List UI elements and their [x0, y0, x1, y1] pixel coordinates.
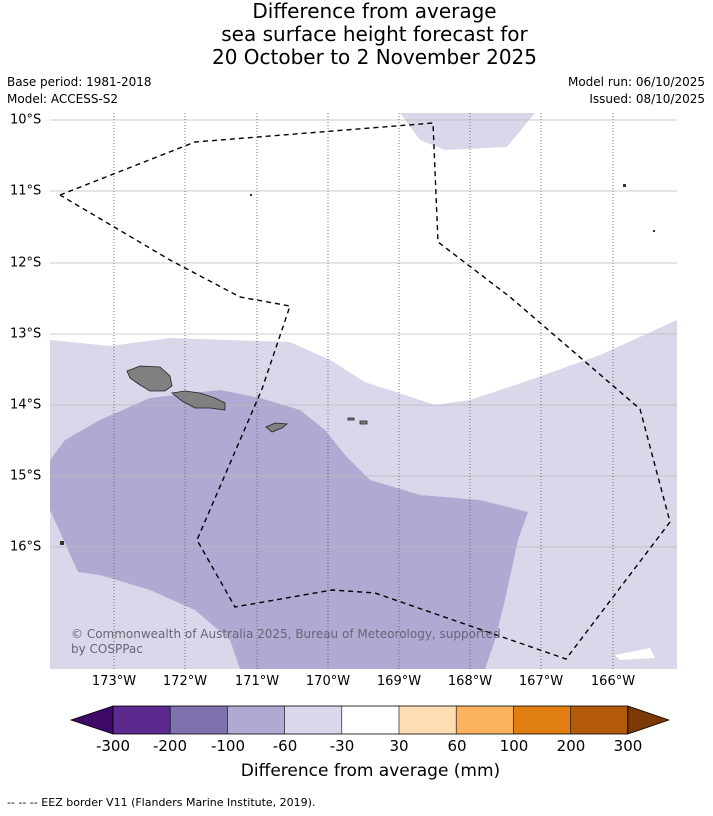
map-area: [50, 113, 677, 669]
colorbar-segment: [170, 706, 228, 734]
colorbar-segment: [284, 706, 342, 734]
lat-label-14s: 14°S: [10, 397, 42, 413]
manua-islands: [347, 417, 368, 425]
colorbar-tick-label: 30: [389, 737, 409, 755]
colorbar-segment: [456, 706, 514, 734]
title-line-3: 20 October to 2 November 2025: [211, 45, 538, 69]
model-name: Model: ACCESS-S2: [7, 92, 119, 106]
colorbar-segment: [399, 706, 457, 734]
lon-label-171w: 171°W: [234, 674, 280, 689]
lon-label-173w: 173°W: [91, 674, 137, 689]
lat-label-15s: 15°S: [10, 468, 42, 484]
meta-left: Base period: 1981-2018 Model: ACCESS-S2: [7, 74, 152, 108]
colorbar-segment: [113, 706, 171, 734]
chart-title: Difference from average sea surface heig…: [0, 0, 713, 69]
model-run: Model run: 06/10/2025: [567, 75, 705, 89]
lon-label-168w: 168°W: [447, 674, 493, 689]
tutuila-island: [265, 422, 289, 433]
lon-label-167w: 167°W: [518, 674, 564, 689]
colorbar-extend-low: [69, 705, 114, 735]
title-line-2: sea surface height forecast for: [221, 22, 528, 46]
colorbar-tick-label: 300: [613, 737, 643, 755]
anomaly-band-light-north: [400, 113, 535, 150]
lat-label-11s: 11°S: [10, 183, 42, 199]
colorbar-segment: [513, 706, 571, 734]
small-islet-east: [623, 184, 626, 187]
copyright-text: © Commonwealth of Australia 2025, Bureau…: [71, 627, 501, 656]
issued-date: Issued: 08/10/2025: [589, 92, 705, 106]
title-line-1: Difference from average: [252, 0, 497, 23]
lon-label-172w: 172°W: [162, 674, 208, 689]
lat-label-12s: 12°S: [10, 255, 42, 271]
base-period: Base period: 1981-2018: [7, 75, 152, 89]
colorbar-segment: [227, 706, 285, 734]
colorbar-tick-label: -30: [329, 737, 355, 755]
colorbar: [69, 705, 671, 735]
colorbar-tick-label: -60: [272, 737, 298, 755]
small-islet-west: [60, 541, 64, 545]
lat-label-16s: 16°S: [10, 539, 42, 555]
anomaly-band-medium: [50, 390, 528, 669]
latitude-gridlines: [50, 119, 677, 548]
colorbar-tick-label: 200: [556, 737, 586, 755]
small-islet: [250, 194, 252, 196]
lon-label-169w: 169°W: [376, 674, 422, 689]
savaii-island: [126, 365, 173, 392]
upolu-island: [171, 390, 226, 411]
white-patch: [615, 648, 655, 660]
lon-label-170w: 170°W: [305, 674, 351, 689]
lat-label-10s: 10°S: [10, 112, 42, 128]
colorbar-tick-label: 100: [499, 737, 529, 755]
colorbar-tick-label: -300: [95, 737, 131, 755]
colorbar-tick-label: -100: [210, 737, 246, 755]
eez-border: [59, 122, 671, 660]
small-islet-east-2: [653, 230, 655, 232]
eez-legend: -- -- -- EEZ border V11 (Flanders Marine…: [7, 796, 316, 809]
lon-label-166w: 166°W: [590, 674, 636, 689]
colorbar-tick-label: -200: [152, 737, 188, 755]
colorbar-title: Difference from average (mm): [240, 761, 501, 781]
lat-label-13s: 13°S: [10, 326, 42, 342]
colorbar-tick-label: 60: [447, 737, 467, 755]
colorbar-segment: [341, 706, 399, 734]
colorbar-segment: [570, 706, 628, 734]
meta-right: Model run: 06/10/2025 Issued: 08/10/2025: [568, 74, 705, 108]
colorbar-extend-high: [627, 705, 671, 735]
